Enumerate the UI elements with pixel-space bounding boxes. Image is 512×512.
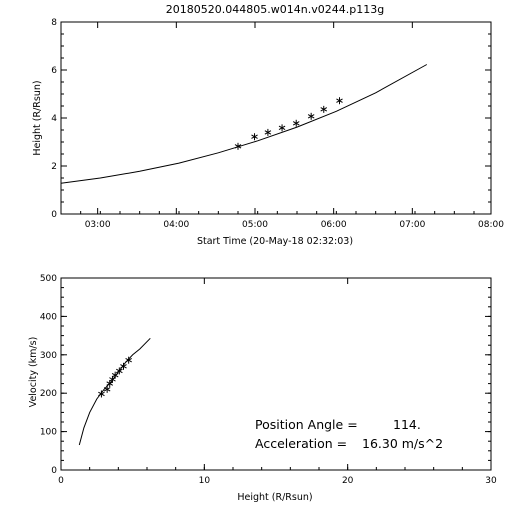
bottom-x-tick-label: 0 (58, 476, 64, 486)
position-angle-value: 114. (393, 417, 421, 432)
bottom-data-points (98, 356, 132, 398)
top-y-tick-label: 8 (51, 18, 57, 28)
bottom-x-axis-label: Height (R/Rsun) (237, 492, 312, 503)
top-data-point (336, 97, 343, 105)
bottom-x-tick-label: 10 (199, 476, 211, 486)
top-x-tick-label: 07:00 (399, 220, 425, 230)
bottom-data-point (98, 390, 105, 398)
bottom-y-tick-label: 300 (40, 351, 57, 361)
top-x-tick-label: 08:00 (478, 220, 504, 230)
bottom-fit-curve (78, 337, 151, 446)
top-data-point (264, 128, 272, 136)
bottom-y-axis-label: Velocity (km/s) (28, 337, 39, 408)
bottom-y-tick-label: 200 (40, 389, 57, 399)
top-data-points (234, 97, 343, 150)
top-data-point (278, 124, 286, 132)
top-y-tick-label: 0 (51, 210, 57, 220)
top-fit-curve (60, 64, 428, 184)
bottom-x-tick-label: 30 (485, 476, 497, 486)
bottom-x-tick-label: 20 (342, 476, 354, 486)
bottom-data-point (103, 385, 111, 393)
top-x-tick-label: 05:00 (242, 220, 268, 230)
top-data-point (251, 133, 258, 141)
top-data-point (320, 105, 328, 113)
top-x-tick-label: 06:00 (321, 220, 347, 230)
top-plot-frame (60, 21, 492, 215)
bottom-y-tick-label: 500 (40, 274, 57, 284)
top-x-tick-label: 03:00 (85, 220, 111, 230)
acceleration-label: Acceleration = (255, 436, 347, 451)
top-x-axis-label: Start Time (20-May-18 02:32:03) (197, 236, 353, 247)
top-y-axis-label: Height (R/Rsun) (32, 80, 43, 155)
top-chart-title: 20180520.044805.w014n.v0244.p113g (166, 3, 384, 16)
bottom-data-point (111, 371, 119, 379)
top-data-point (292, 119, 300, 127)
bottom-y-tick-label: 0 (51, 466, 57, 476)
position-angle-label: Position Angle = (255, 417, 358, 432)
bottom-y-tick-label: 400 (40, 312, 57, 322)
top-y-tick-label: 2 (51, 162, 57, 172)
top-data-point (307, 112, 315, 120)
top-data-point (234, 142, 242, 150)
bottom-data-point (116, 367, 123, 375)
top-y-tick-label: 4 (51, 114, 57, 124)
bottom-y-tick-label: 100 (40, 428, 57, 438)
top-x-tick-label: 04:00 (163, 220, 189, 230)
top-axis-ticks: 03:00 04:00 05:00 06:00 07:00 08:00 0 2 4 6 8 (51, 18, 504, 230)
height-time-plot: 20180520.044805.w014n.v0244.p113g 03:00 0… (32, 3, 504, 247)
acceleration-value: 16.30 m/s^2 (362, 436, 443, 451)
bottom-data-point (125, 356, 132, 364)
bottom-data-point (120, 362, 127, 370)
top-y-tick-label: 6 (51, 66, 57, 76)
